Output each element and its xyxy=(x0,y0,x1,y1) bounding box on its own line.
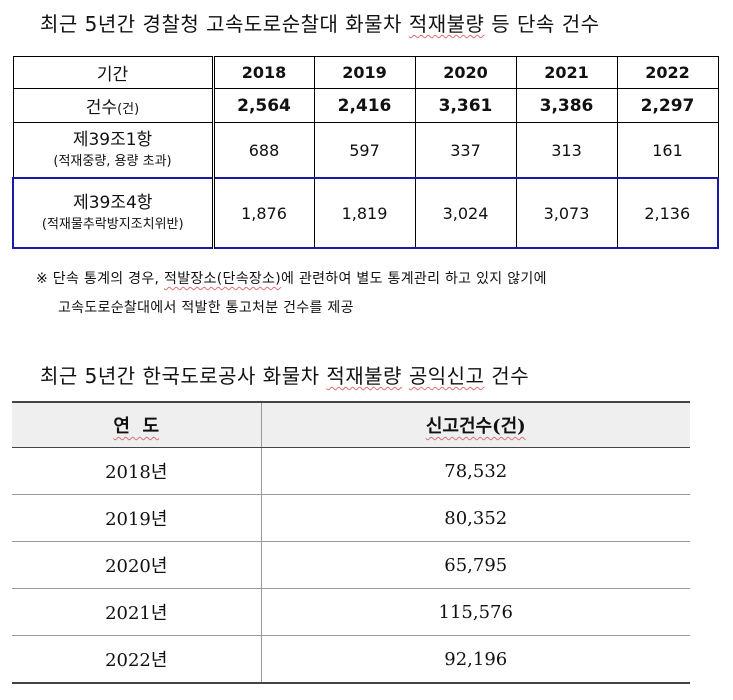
table1-total-row: 건수(건) 2,564 2,416 3,361 3,386 2,297 xyxy=(12,88,719,123)
table1-year: 2018 xyxy=(212,56,315,89)
table1-cell: 161 xyxy=(616,122,719,179)
note-underlined: 적발장소(단속장소) xyxy=(164,271,282,287)
table1-total-cell: 3,361 xyxy=(414,88,517,123)
table1-total-cell: 3,386 xyxy=(515,88,618,123)
table1-total-cell: 2,416 xyxy=(313,88,416,123)
table1-total-cell: 2,297 xyxy=(616,88,719,123)
total-label-unit: (건) xyxy=(117,102,140,117)
title1-underlined: 적재불량 xyxy=(408,12,485,36)
table1-cell: 337 xyxy=(414,122,517,179)
table1-row-label: 제39조4항 (적재물추락방지조치위반) xyxy=(12,177,215,249)
table-row: 2021년 115,576 xyxy=(12,588,690,636)
title1-after: 등 단속 건수 xyxy=(484,12,600,36)
title2-underlined2: 공익신고 xyxy=(408,364,485,388)
footnote-line2: 고속도로순찰대에서 적발한 통고처분 건수를 제공 xyxy=(58,300,354,316)
note-text: ※ 단속 통계의 경우, xyxy=(36,271,165,287)
table1-cell: 1,819 xyxy=(313,177,416,249)
table1-row-label: 제39조1항 (적재중량, 용량 초과) xyxy=(12,122,215,179)
table1-cell: 688 xyxy=(212,122,315,179)
table2-year-cell: 2021년 xyxy=(12,588,262,636)
table1-row-article39-1: 제39조1항 (적재중량, 용량 초과) 688 597 337 313 161 xyxy=(12,122,719,179)
total-label-text: 건수 xyxy=(85,98,118,118)
header-year-text: 연 도 xyxy=(113,416,160,437)
table1-total-cell: 2,564 xyxy=(212,88,315,123)
header-count-text: 신고건수(건) xyxy=(425,416,526,437)
table2-count-cell: 115,576 xyxy=(261,588,690,636)
table1-cell: 3,073 xyxy=(515,177,618,249)
table1-cell: 3,024 xyxy=(414,177,517,249)
table1-header-row: 기간 2018 2019 2020 2021 2022 xyxy=(12,56,719,89)
table-row: 2018년 78,532 xyxy=(12,447,690,495)
table2-header-count: 신고건수(건) xyxy=(261,401,690,448)
table1-cell: 313 xyxy=(515,122,618,179)
table1-cell: 1,876 xyxy=(212,177,315,249)
table2-count-cell: 80,352 xyxy=(261,494,690,542)
police-enforcement-table: 기간 2018 2019 2020 2021 2022 건수(건) 2,564 … xyxy=(12,56,719,249)
table2-header-year: 연 도 xyxy=(12,401,262,448)
footnote-line1: ※ 단속 통계의 경우, 적발장소(단속장소)에 관련하여 별도 통계관리 하고… xyxy=(36,268,547,288)
table1-total-label: 건수(건) xyxy=(12,88,215,123)
row-label-sub: (적재물추락방지조치위반) xyxy=(41,217,184,232)
table1-year: 2021 xyxy=(515,56,618,89)
table2-year-cell: 2022년 xyxy=(12,635,262,684)
title2-after: 건수 xyxy=(484,364,530,388)
table1-cell: 2,136 xyxy=(616,177,719,249)
table2-count-cell: 92,196 xyxy=(261,635,690,684)
table2-count-cell: 65,795 xyxy=(261,541,690,589)
title2-before: 최근 5년간 한국도로공사 화물차 xyxy=(40,364,327,388)
table2-year-cell: 2018년 xyxy=(12,447,262,495)
row-label-sub: (적재중량, 용량 초과) xyxy=(53,154,172,169)
table1-header-label: 기간 xyxy=(12,56,215,89)
table1-row-article39-4: 제39조4항 (적재물추락방지조치위반) 1,876 1,819 3,024 3… xyxy=(12,177,719,249)
table2-year-cell: 2019년 xyxy=(12,494,262,542)
public-report-table: 연 도 신고건수(건) 2018년 78,532 2019년 80,352 20… xyxy=(12,401,690,684)
row-label-main: 제39조1항 xyxy=(72,130,153,150)
table2-count-cell: 78,532 xyxy=(261,447,690,495)
table-row: 2020년 65,795 xyxy=(12,541,690,589)
table1-year: 2022 xyxy=(616,56,719,89)
title2-underlined: 적재불량 xyxy=(326,364,402,388)
table2-year-cell: 2020년 xyxy=(12,541,262,589)
title-police-stats: 최근 5년간 경찰청 고속도로순찰대 화물차 적재불량 등 단속 건수 xyxy=(40,8,600,37)
title2-middle xyxy=(402,364,409,388)
table-row: 2022년 92,196 xyxy=(12,635,690,684)
title1-before: 최근 5년간 경찰청 고속도로순찰대 화물차 xyxy=(40,12,409,36)
note-text: 에 관련하여 별도 통계관리 하고 있지 않기에 xyxy=(281,271,547,287)
table-row: 2019년 80,352 xyxy=(12,494,690,542)
table1-year: 2020 xyxy=(414,56,517,89)
table1-year: 2019 xyxy=(313,56,416,89)
table2-header-row: 연 도 신고건수(건) xyxy=(12,401,690,448)
row-label-main: 제39조4항 xyxy=(73,193,153,213)
table1-cell: 597 xyxy=(313,122,416,179)
title-report-stats: 최근 5년간 한국도로공사 화물차 적재불량 공익신고 건수 xyxy=(40,360,529,389)
